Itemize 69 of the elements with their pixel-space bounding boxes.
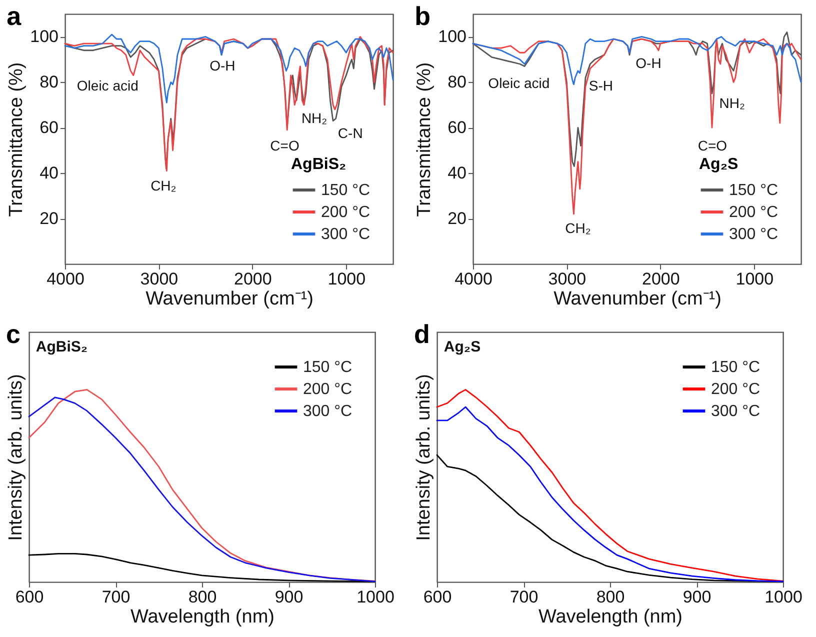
chart-title: d — [414, 319, 430, 349]
x-tick-label: 1000 — [328, 270, 366, 288]
line-series — [64, 34, 394, 104]
x-tick-label: 1000 — [356, 588, 394, 606]
x-tick-label: 4000 — [46, 270, 84, 288]
y-tick-label: 60 — [448, 118, 466, 138]
y-axis-title: Intensity (arb. units) — [6, 374, 26, 541]
annotation: O-H — [636, 55, 662, 71]
annotation: C=O — [270, 138, 300, 154]
chart-title: b — [414, 1, 431, 31]
legend-label: 300 °C — [711, 403, 760, 420]
annotation: O-H — [210, 58, 236, 74]
y-tick-label: 80 — [40, 72, 58, 92]
legend-label: 200 °C — [729, 204, 778, 221]
x-tick-label: 700 — [102, 588, 130, 606]
legend-label: 300 °C — [729, 226, 778, 243]
legend-title: Ag₂S — [699, 156, 738, 173]
y-tick-label: 60 — [40, 118, 58, 138]
text: Ag₂S — [444, 338, 481, 356]
x-tick-label: 700 — [510, 588, 538, 606]
annotation: NH₂ — [719, 95, 745, 111]
y-tick-label: 100 — [30, 27, 58, 46]
legend-label: 150 °C — [303, 359, 352, 376]
annotation: Oleic acid — [488, 75, 550, 91]
x-axis-title: Wavelength (nm) — [538, 606, 682, 628]
y-tick-label: 80 — [448, 72, 466, 92]
x-tick-label: 600 — [15, 588, 44, 606]
x-tick-label: 600 — [423, 588, 452, 606]
x-axis-title: Wavenumber (cm⁻¹) — [146, 288, 314, 310]
legend-label: 150 °C — [321, 182, 370, 199]
y-axis-title: Transmittance (%) — [6, 62, 28, 217]
y-tick-label: 40 — [448, 164, 466, 183]
legend-label: 150 °C — [729, 182, 778, 199]
text: AgBiS₂ — [36, 338, 88, 356]
x-tick-label: 3000 — [548, 270, 586, 288]
annotation: S-H — [588, 78, 613, 94]
x-tick-label: 800 — [188, 588, 217, 606]
x-axis-title: Wavenumber (cm⁻¹) — [554, 288, 722, 310]
x-tick-label: 2000 — [642, 270, 680, 288]
legend-label: 200 °C — [303, 381, 352, 398]
chart-title: a — [6, 1, 22, 31]
chart-title: c — [6, 319, 20, 349]
x-tick-label: 900 — [682, 588, 712, 606]
annotation: C=O — [698, 138, 728, 154]
y-tick-label: 20 — [40, 209, 58, 228]
legend-label: 300 °C — [321, 226, 370, 243]
y-tick-label: 100 — [438, 27, 466, 46]
x-tick-label: 800 — [596, 588, 625, 606]
legend-title: AgBiS₂ — [291, 156, 346, 173]
x-tick-label: 4000 — [454, 270, 492, 288]
annotation: NH₂ — [301, 110, 328, 126]
legend-label: 150 °C — [711, 359, 760, 376]
legend-label: 200 °C — [711, 381, 760, 398]
y-tick-label: 40 — [40, 164, 58, 183]
y-axis-title: Transmittance (%) — [414, 62, 436, 217]
legend-label: 200 °C — [321, 204, 370, 221]
annotation: Oleic acid — [76, 78, 138, 94]
x-tick-label: 900 — [274, 588, 304, 606]
x-axis-title: Wavelength (nm) — [130, 606, 274, 628]
annotation: CH₂ — [565, 220, 591, 236]
x-tick-label: 2000 — [234, 270, 272, 288]
y-axis-title: Intensity (arb. units) — [414, 374, 434, 541]
y-tick-label: 20 — [448, 209, 466, 228]
legend-label: 300 °C — [303, 403, 352, 420]
x-tick-label: 1000 — [736, 270, 774, 288]
annotation: C-N — [338, 125, 363, 141]
annotation: CH₂ — [150, 178, 176, 194]
x-tick-label: 3000 — [140, 270, 178, 288]
x-tick-label: 1000 — [764, 588, 802, 606]
